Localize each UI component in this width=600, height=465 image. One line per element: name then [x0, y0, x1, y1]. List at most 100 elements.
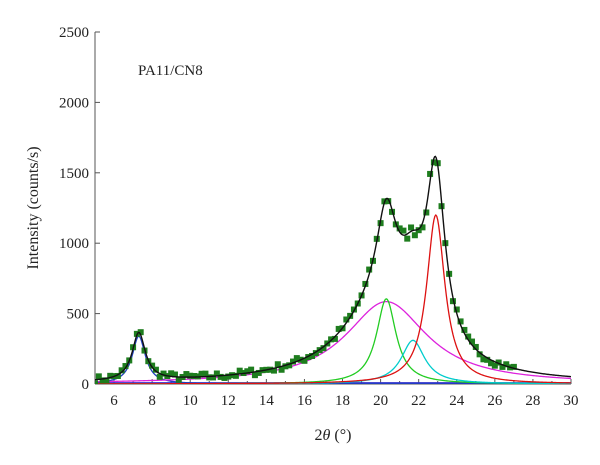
observed-point [187, 372, 194, 379]
observed-point [404, 235, 411, 242]
observed-point [160, 370, 167, 377]
x-tick-label: 6 [110, 393, 118, 409]
observed-point [415, 227, 422, 234]
observed-point [149, 362, 156, 369]
observed-point [301, 357, 308, 364]
y-tick-label: 2500 [59, 25, 89, 41]
observed-point [270, 367, 277, 374]
observed-point [244, 368, 251, 375]
x-tick-label: 24 [449, 393, 465, 409]
observed-point [430, 159, 437, 166]
observed-point [107, 372, 114, 379]
observed-point [488, 360, 495, 367]
observed-point [217, 373, 224, 380]
observed-point [343, 316, 350, 323]
fit-curve [95, 155, 571, 381]
observed-point [137, 329, 144, 336]
observed-point [236, 367, 243, 374]
y-tick-label: 500 [67, 307, 90, 323]
series-layer [95, 213, 571, 384]
observed-point [484, 356, 491, 363]
observed-point [309, 353, 316, 359]
x-axis-label-suffix: (°) [330, 427, 351, 444]
observed-point [278, 366, 285, 373]
observed-point [202, 370, 209, 377]
observed-point [328, 336, 335, 343]
observed-point [419, 224, 426, 231]
observed-point [183, 371, 190, 378]
observed-point [491, 362, 498, 369]
x-tick-label: 10 [183, 393, 198, 409]
observed-point [286, 362, 293, 369]
x-axis-label-symbol: θ [323, 427, 331, 444]
y-tick-label: 1000 [59, 236, 89, 252]
observed-point [499, 363, 506, 370]
observed-point [400, 227, 407, 234]
x-tick-label: 16 [297, 393, 313, 409]
observed-point [480, 356, 487, 363]
observed-point [225, 373, 232, 380]
x-tick-label: 22 [411, 393, 426, 409]
observed-point [251, 372, 258, 379]
x-axis-label: 2θ (°) [315, 427, 352, 444]
observed-point [156, 373, 163, 380]
observed-point [408, 224, 415, 231]
observed-point [427, 170, 434, 177]
observed-point [290, 358, 297, 365]
observed-point [468, 338, 475, 345]
observed-point [503, 361, 510, 368]
observed-point [476, 351, 483, 358]
x-tick-label: 30 [564, 393, 579, 409]
x-tick-label: 18 [335, 393, 350, 409]
x-tick-label: 12 [221, 393, 236, 409]
observed-point [385, 198, 392, 205]
observed-point [171, 371, 178, 378]
observed-point [191, 373, 198, 379]
observed-point [411, 232, 418, 239]
y-tick-label: 2000 [59, 95, 89, 111]
sample-annotation: PA11/CN8 [138, 63, 203, 79]
observed-point [152, 366, 159, 373]
observed-point [255, 369, 262, 376]
observed-point [210, 374, 217, 381]
observed-point [118, 367, 125, 374]
y-tick-label: 1500 [59, 166, 89, 182]
y-axis: 0 500 1000 1500 2000 2500 [59, 25, 100, 393]
observed-point [293, 355, 300, 362]
observed-point [472, 343, 479, 350]
x-tick-label: 28 [525, 393, 540, 409]
observed-point [175, 376, 182, 383]
observed-point [453, 306, 460, 313]
observed-point [510, 363, 517, 370]
component-peak-1 [95, 335, 571, 384]
observed-point [495, 359, 502, 366]
observed-point [221, 374, 228, 381]
observed-point [312, 350, 319, 357]
observed-point [274, 361, 281, 368]
observed-point [248, 366, 255, 373]
x-tick-label: 26 [487, 393, 503, 409]
fit-layer [95, 155, 571, 381]
observed-point [103, 377, 110, 384]
observed-point [95, 380, 98, 384]
component-peak-2 [95, 300, 571, 383]
observed-point [320, 345, 327, 352]
observed-point [457, 318, 464, 325]
observed-point [122, 363, 129, 370]
observed-point [396, 225, 403, 232]
observed-point [168, 370, 175, 377]
observed-point [206, 374, 213, 381]
observed-point [114, 372, 121, 379]
observed-point [461, 326, 468, 333]
observed-point [232, 372, 239, 379]
x-tick-label: 8 [148, 393, 156, 409]
observed-point [423, 209, 430, 216]
component-peak-5 [95, 213, 571, 384]
observed-point [95, 373, 102, 380]
x-axis-label-prefix: 2 [315, 427, 323, 444]
observed-point [465, 333, 472, 340]
y-axis-label: Intensity (counts/s) [25, 146, 42, 269]
observed-point [198, 370, 205, 377]
observed-point [331, 335, 338, 342]
